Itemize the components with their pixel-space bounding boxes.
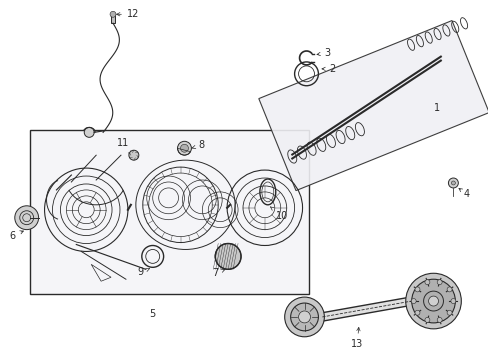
Circle shape xyxy=(415,287,420,292)
Circle shape xyxy=(451,181,455,185)
Circle shape xyxy=(448,178,458,188)
Bar xyxy=(111,14,115,23)
Text: 9: 9 xyxy=(138,267,149,277)
Circle shape xyxy=(429,296,439,306)
Text: 3: 3 xyxy=(317,48,331,58)
Circle shape xyxy=(415,310,420,315)
Circle shape xyxy=(425,280,430,285)
Circle shape xyxy=(215,243,241,269)
Bar xyxy=(30,130,310,294)
Text: 6: 6 xyxy=(10,230,24,240)
Text: 11: 11 xyxy=(117,138,132,154)
Circle shape xyxy=(425,318,430,323)
Circle shape xyxy=(447,310,452,315)
Circle shape xyxy=(180,144,189,152)
Circle shape xyxy=(298,311,311,323)
Circle shape xyxy=(110,11,116,17)
Circle shape xyxy=(437,318,442,323)
Polygon shape xyxy=(259,21,489,190)
Circle shape xyxy=(411,298,416,303)
Text: 4: 4 xyxy=(459,188,469,199)
Circle shape xyxy=(15,206,39,230)
Circle shape xyxy=(451,298,456,303)
Text: 12: 12 xyxy=(117,9,139,19)
Text: 13: 13 xyxy=(351,328,363,349)
Circle shape xyxy=(447,287,452,292)
Text: 10: 10 xyxy=(270,207,288,221)
Circle shape xyxy=(129,150,139,160)
Text: 1: 1 xyxy=(434,103,440,113)
Text: 2: 2 xyxy=(322,64,336,74)
Circle shape xyxy=(406,273,461,329)
Text: 7: 7 xyxy=(212,268,225,278)
Circle shape xyxy=(177,141,192,155)
Circle shape xyxy=(291,303,318,331)
Circle shape xyxy=(84,127,94,137)
Circle shape xyxy=(437,280,442,285)
Circle shape xyxy=(412,279,455,323)
Text: 5: 5 xyxy=(149,309,156,319)
Circle shape xyxy=(285,297,324,337)
Text: 8: 8 xyxy=(192,140,204,150)
